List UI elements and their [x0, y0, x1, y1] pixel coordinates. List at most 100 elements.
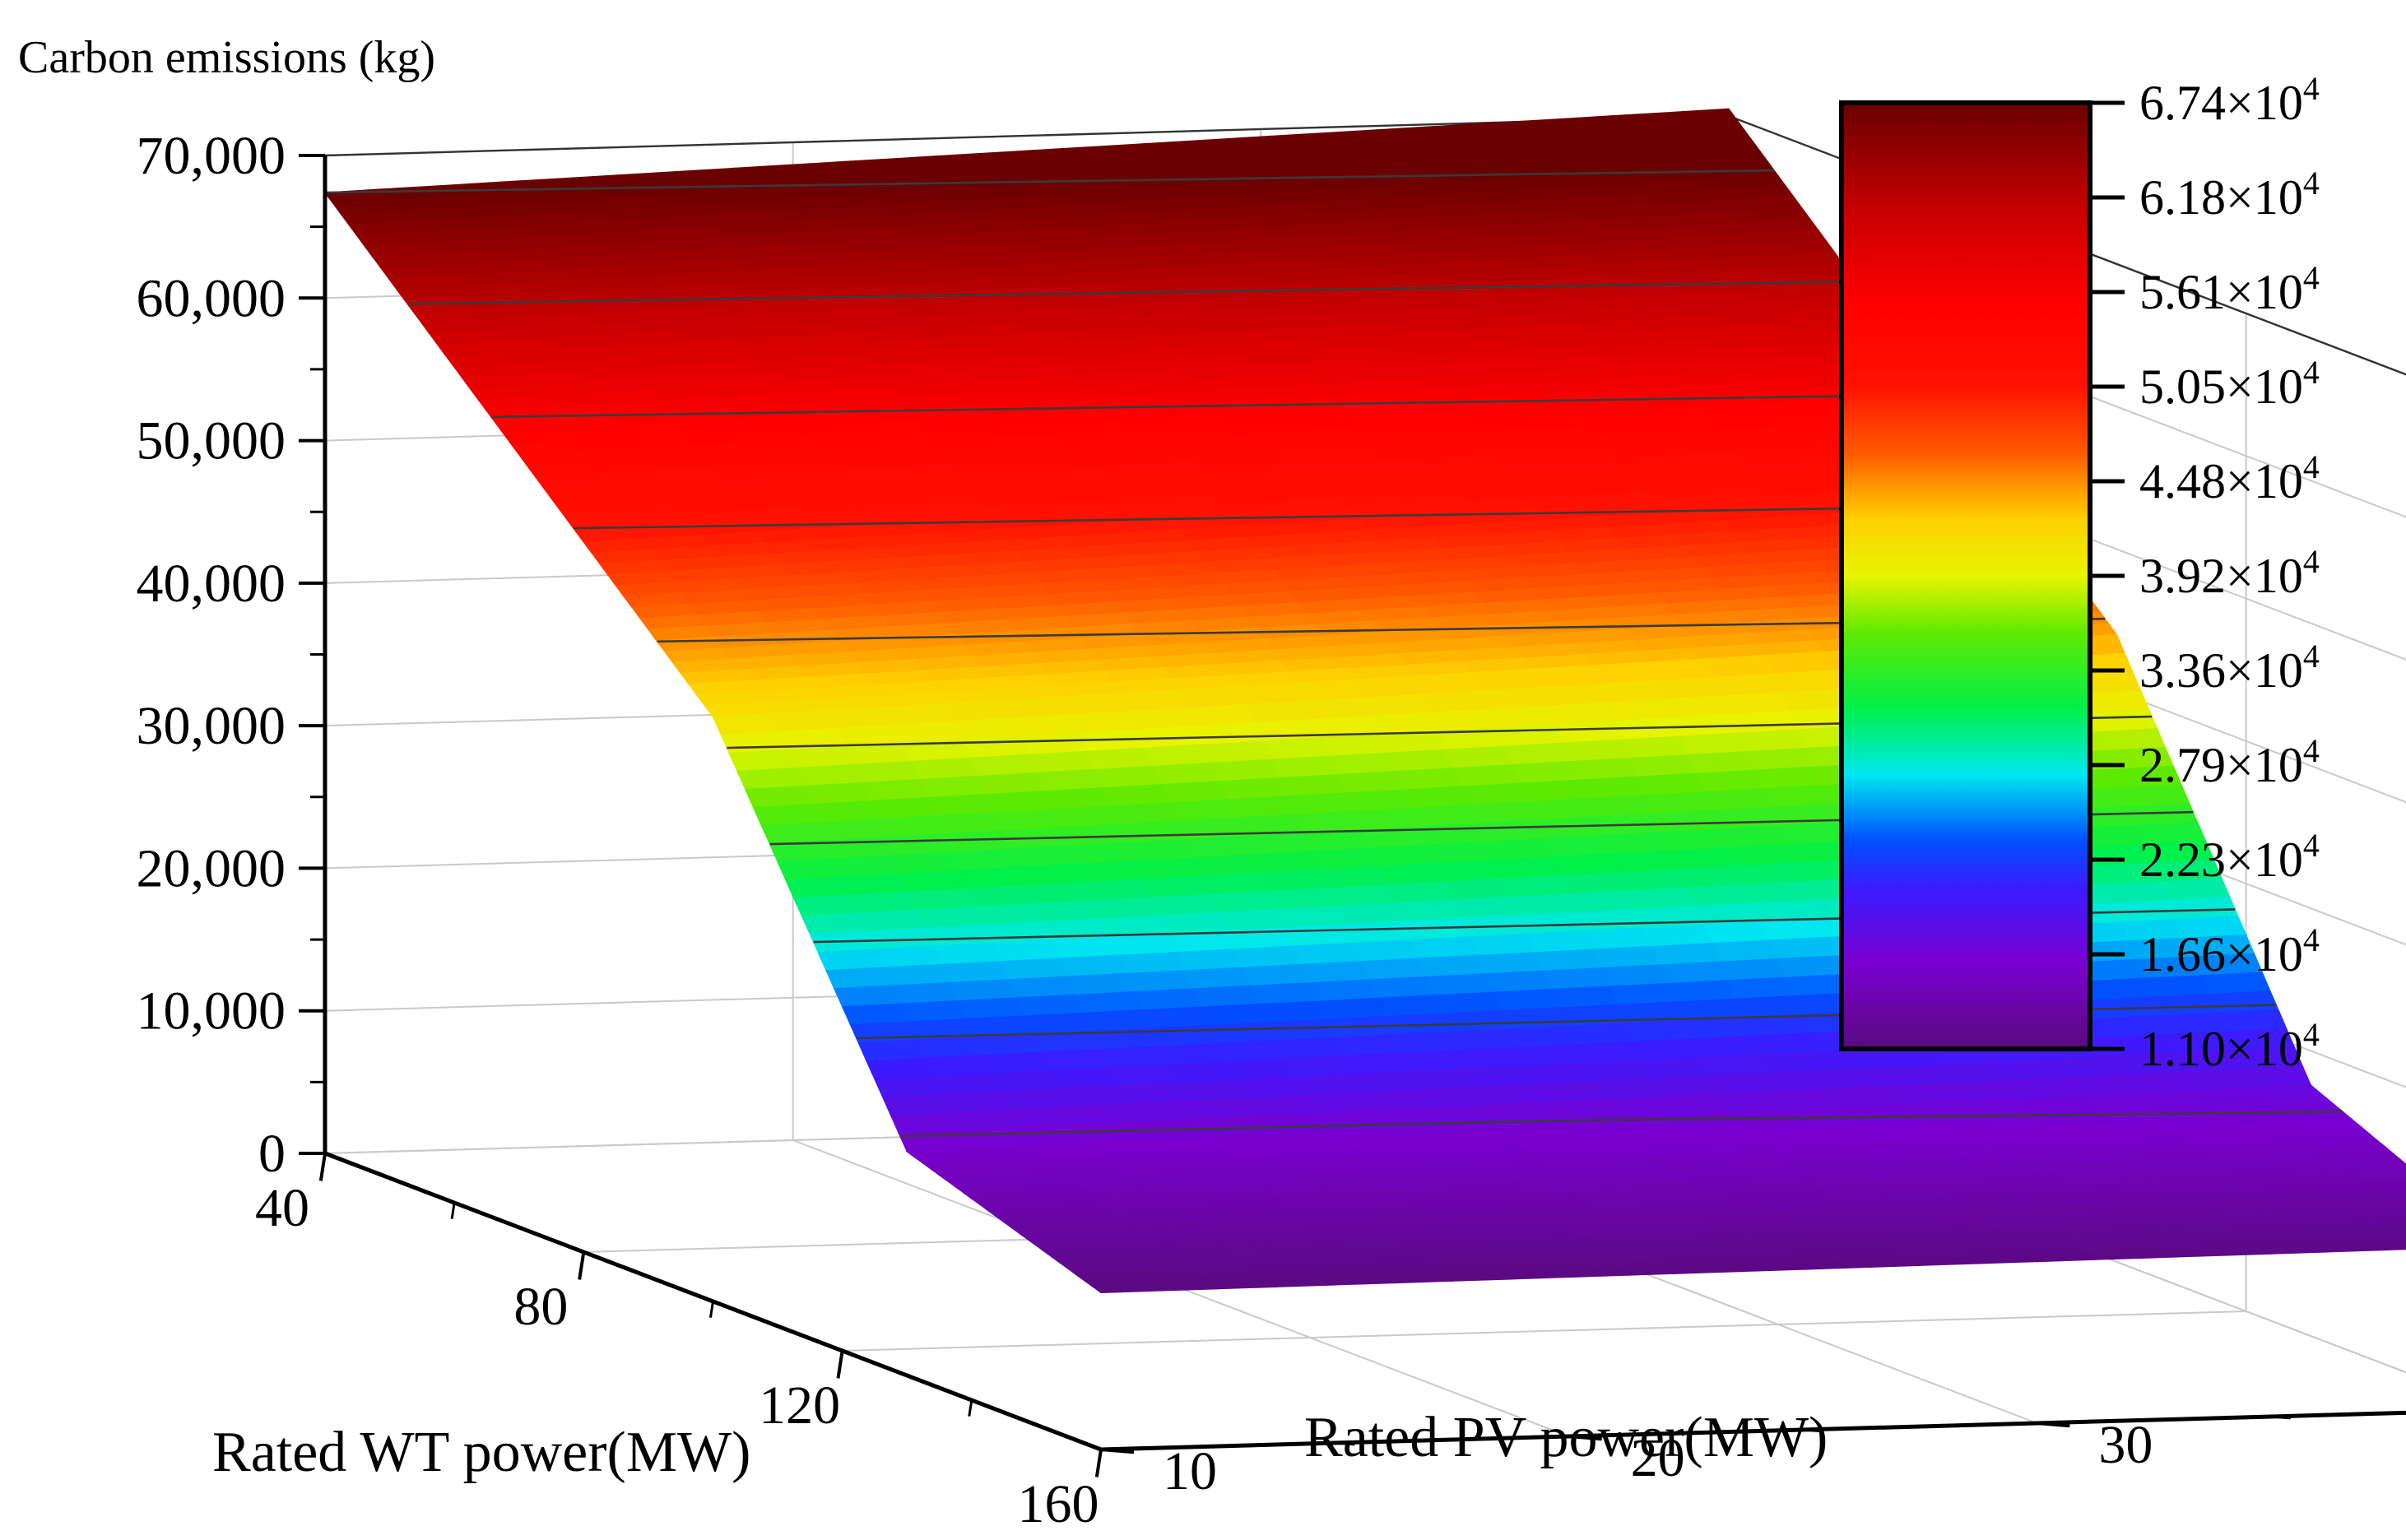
surface-patch: [1192, 985, 1261, 1008]
surface-patch: [1270, 755, 1340, 779]
surface-patch: [843, 873, 912, 896]
x-tick-label: 160: [1018, 1474, 1099, 1534]
surface-patch: [1505, 742, 1573, 766]
surface-patch: [1083, 1009, 1152, 1032]
surface-patch: [1277, 906, 1345, 929]
surface-patch: [1716, 1091, 1786, 1114]
surface-patch: [784, 876, 853, 899]
surface-patch: [1704, 788, 1773, 811]
z-tick-label: 60,000: [137, 268, 286, 328]
surface-patch: [1501, 1270, 1571, 1280]
surface-patch: [924, 1055, 993, 1078]
surface-patch: [956, 1127, 1025, 1150]
colorbar-label: 2.79×104: [2139, 732, 2320, 792]
surface-patch: [1116, 1082, 1184, 1105]
surface-patch: [1162, 780, 1230, 804]
surface-patch: [1628, 887, 1697, 911]
surface-patch: [1343, 921, 1412, 944]
surface-patch: [1559, 1004, 1628, 1027]
surface-patch: [1204, 740, 1273, 763]
surface-patch: [1943, 1060, 2011, 1084]
surface-patch: [876, 945, 945, 968]
surface-patch: [1319, 865, 1388, 889]
surface-patch: [777, 858, 845, 881]
surface-patch: [760, 822, 829, 845]
surface-patch: [1509, 1025, 1577, 1048]
surface-patch: [2130, 803, 2199, 827]
surface-patch: [1037, 768, 1105, 792]
surface-patch: [1377, 862, 1447, 886]
surface-patch: [1712, 806, 1781, 830]
surface-patch: [1642, 1056, 1711, 1079]
surface-patch: [1383, 1274, 1454, 1284]
surface-patch: [1493, 988, 1562, 1012]
x-tick-label: 40: [255, 1178, 309, 1238]
surface-patch: [1259, 1000, 1327, 1023]
surface-patch: [1668, 980, 1737, 1003]
x-tick: [578, 1251, 586, 1280]
surface-patch: [1545, 834, 1614, 858]
surface-patch: [1283, 1055, 1352, 1078]
surface-patch: [1466, 1065, 1535, 1088]
surface-patch: [1075, 990, 1144, 1014]
surface-patch: [1010, 845, 1080, 868]
surface-patch: [1212, 758, 1281, 782]
surface-patch: [1559, 1268, 1629, 1278]
surface-patch: [894, 851, 963, 874]
surface-patch: [1410, 936, 1479, 959]
z-tick-label: 50,000: [137, 411, 286, 471]
surface-patch: [1825, 1066, 1894, 1090]
surface-patch: [1174, 1079, 1243, 1102]
surface-patch: [1061, 823, 1130, 847]
surface-patch: [2009, 1077, 2078, 1100]
surface-patch: [2348, 1165, 2406, 1176]
surface-patch: [1184, 967, 1253, 990]
surface-patch: [1744, 881, 1814, 904]
surface-patch: [1561, 871, 1630, 895]
surface-patch: [1210, 890, 1279, 914]
surface-patch: [1729, 843, 1797, 867]
surface-patch: [986, 790, 1055, 814]
contour-line-7: [573, 504, 2022, 530]
surface-patch: [1311, 847, 1380, 870]
surface-patch: [1394, 899, 1462, 923]
surface-patch: [1434, 991, 1503, 1014]
surface-patch: [932, 1073, 1001, 1096]
surface-patch: [1177, 817, 1247, 841]
surface-patch: [1609, 982, 1679, 1006]
surface-patch: [1291, 1074, 1360, 1097]
surface-patch: [2346, 1213, 2406, 1224]
surface-patch: [1376, 995, 1444, 1018]
y-tick: [2037, 1422, 2070, 1428]
surface-patch: [1684, 1017, 1753, 1040]
surface-patch: [1576, 1041, 1644, 1064]
surface-patch: [2356, 1171, 2406, 1182]
surface-patch: [2153, 993, 2221, 1017]
colorbar-label: 6.18×104: [2139, 165, 2320, 225]
surface-patch: [1650, 1075, 1719, 1098]
surface-patch: [2396, 1207, 2406, 1216]
surface-patch: [1150, 1282, 1219, 1292]
x-tick: [318, 1153, 327, 1181]
surface-patch: [1035, 900, 1103, 923]
surface-patch: [1335, 902, 1404, 925]
surface-patch: [1224, 1058, 1294, 1081]
surface-patch: [1329, 752, 1398, 776]
surface-patch: [1571, 757, 1640, 781]
surface-patch: [1234, 945, 1303, 968]
surface-patch: [2380, 1193, 2406, 1202]
surface-patch: [874, 1075, 942, 1098]
surface-patch: [1442, 1009, 1512, 1033]
surface-patch: [1521, 779, 1590, 803]
surface-patch: [1714, 673, 1783, 697]
surface-patch: [940, 1091, 1009, 1114]
surface-patch: [2362, 1227, 2406, 1237]
colorbar-label: 6.74×104: [2139, 70, 2320, 130]
surface-patch: [1737, 862, 1805, 886]
surface-patch: [1636, 906, 1705, 929]
surface-patch: [1126, 970, 1195, 993]
surface-patch: [1511, 893, 1580, 916]
surface-patch: [1387, 749, 1456, 772]
surface-patch: [991, 1069, 1059, 1092]
surface-patch: [978, 772, 1047, 796]
